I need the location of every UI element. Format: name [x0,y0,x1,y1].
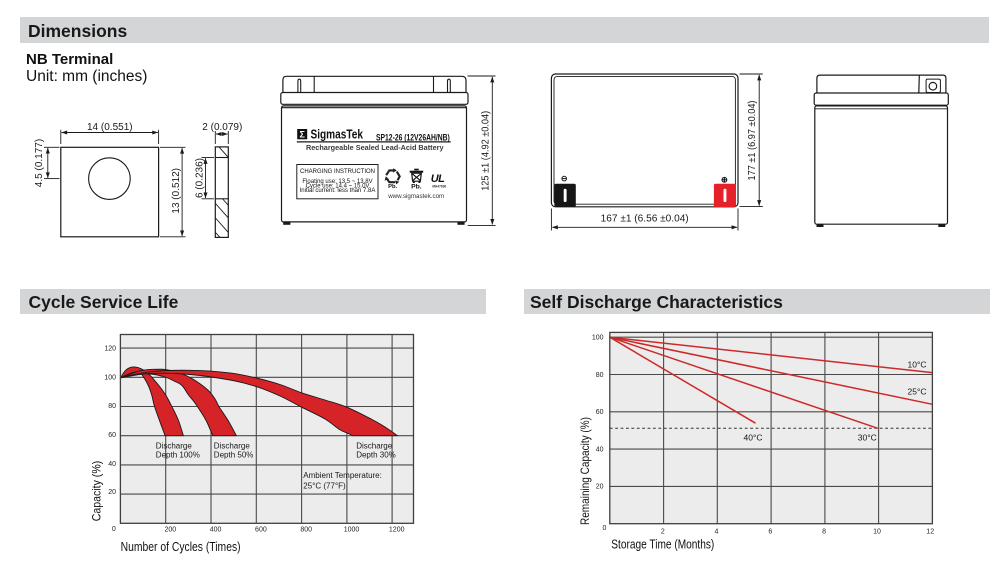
svg-text:SP12-26 (12V26AH/NB): SP12-26 (12V26AH/NB) [376,132,450,142]
svg-text:80: 80 [596,372,604,379]
svg-text:14 (0.551): 14 (0.551) [87,122,133,133]
svg-text:10: 10 [873,529,881,536]
svg-text:UL: UL [431,173,445,185]
svg-text:Ambient Temperature:: Ambient Temperature: [303,471,382,480]
svg-text:200: 200 [164,526,176,533]
svg-text:40: 40 [596,446,604,453]
svg-text:SigmasTek: SigmasTek [311,127,364,142]
svg-text:10°C: 10°C [908,359,927,369]
svg-text:Initial current: less than 7.8: Initial current: less than 7.8A [300,188,376,194]
svg-text:20: 20 [596,484,604,491]
svg-text:Depth 100%: Depth 100% [156,450,200,459]
svg-text:2: 2 [661,529,665,536]
svg-text:100: 100 [592,335,604,342]
svg-text:0: 0 [603,525,607,532]
svg-text:30°C: 30°C [858,433,877,443]
svg-text:125 ±1 (4.92 ±0.04): 125 ±1 (4.92 ±0.04) [480,111,491,191]
svg-text:0: 0 [112,526,116,533]
svg-text:Floating use: 13.5 ~ 13.8V: Floating use: 13.5 ~ 13.8V [302,179,372,185]
svg-text:Remaining Capacity (%): Remaining Capacity (%) [578,417,592,525]
svg-text:Capacity (%): Capacity (%) [90,461,104,522]
svg-text:CHARGING INSTRUCTION: CHARGING INSTRUCTION [300,169,375,175]
svg-text:400: 400 [210,526,222,533]
svg-text:25°C (77°F): 25°C (77°F) [303,481,346,490]
svg-text:Rechargeable Sealed Lead-Acid: Rechargeable Sealed Lead-Acid Battery [306,145,444,152]
svg-text:MH47636: MH47636 [432,184,446,188]
svg-text:Number of Cycles (Times): Number of Cycles (Times) [121,540,241,554]
svg-text:25°C: 25°C [908,387,927,397]
svg-text:20: 20 [108,489,116,496]
svg-text:8: 8 [822,529,826,536]
svg-text:800: 800 [300,526,312,533]
svg-text:Σ: Σ [299,130,305,140]
svg-text:120: 120 [104,345,116,352]
svg-text:6 (0.236): 6 (0.236) [194,158,205,198]
svg-text:Discharge: Discharge [356,441,393,450]
svg-text:6: 6 [768,529,772,536]
svg-text:80: 80 [108,403,116,410]
svg-text:2 (0.079): 2 (0.079) [202,122,242,133]
svg-text:Depth 30%: Depth 30% [356,450,396,459]
svg-text:40: 40 [108,461,116,468]
svg-text:Cycle use: 14.4 ~ 15.0V: Cycle use: 14.4 ~ 15.0V [306,184,370,190]
svg-text:167 ±1 (6.56 ±0.04): 167 ±1 (6.56 ±0.04) [601,214,689,225]
svg-text:60: 60 [108,432,116,439]
svg-text:1000: 1000 [344,526,360,533]
svg-text:Pb.: Pb. [411,184,422,191]
svg-text:600: 600 [255,526,267,533]
svg-text:177 ±1 (6.97 ±0.04): 177 ±1 (6.97 ±0.04) [747,101,758,181]
svg-text:4: 4 [715,529,719,536]
svg-text:1200: 1200 [389,526,405,533]
svg-text:13 (0.512): 13 (0.512) [171,168,182,214]
svg-text:Storage Time (Months): Storage Time (Months) [611,538,714,552]
svg-text:www.sigmastek.com: www.sigmastek.com [387,193,444,200]
svg-text:Discharge: Discharge [214,441,251,450]
svg-text:40°C: 40°C [744,433,763,443]
svg-text:12: 12 [926,529,934,536]
svg-text:100: 100 [104,374,116,381]
svg-text:4.5 (0.177): 4.5 (0.177) [34,139,45,187]
svg-text:Discharge: Discharge [156,441,193,450]
svg-text:Pb.: Pb. [388,184,397,190]
svg-text:Depth 50%: Depth 50% [214,450,254,459]
svg-text:60: 60 [596,409,604,416]
